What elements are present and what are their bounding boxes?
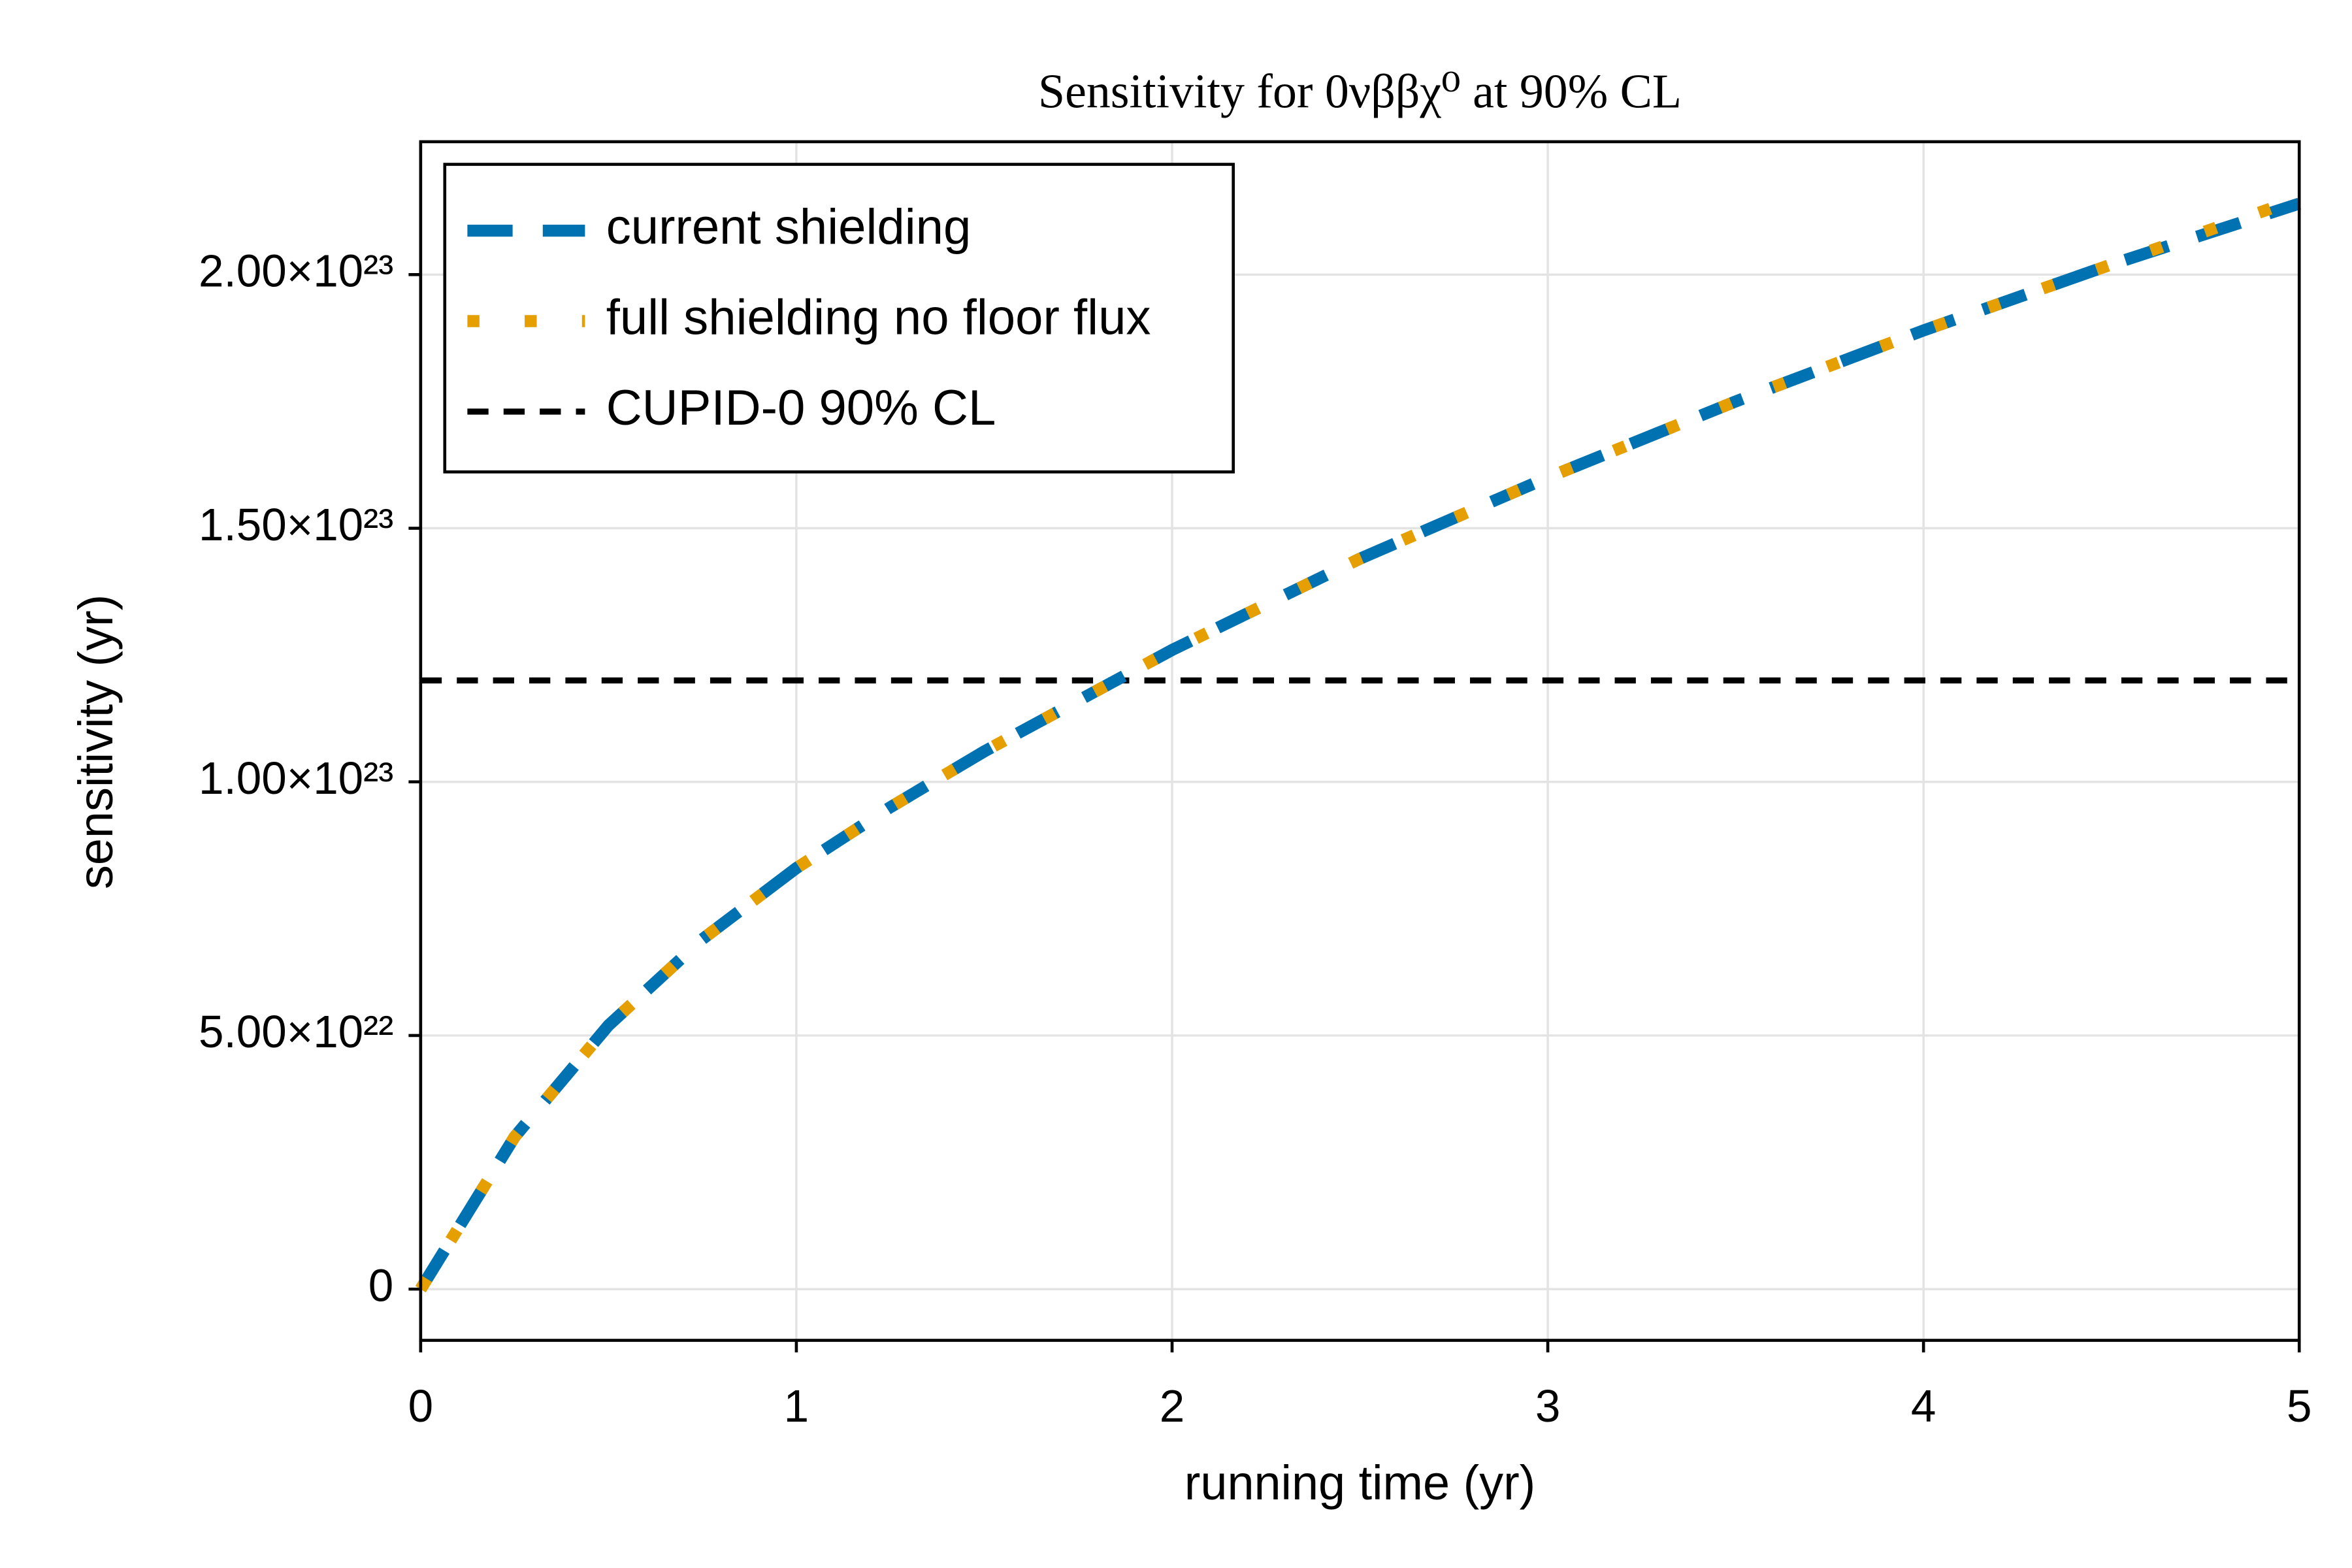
legend-box	[443, 163, 1235, 474]
x-tick-label: 4	[1911, 1380, 1936, 1431]
y-tick-label: 2.00×10²³	[199, 246, 393, 297]
y-axis-label: sensitivity (yr)	[69, 595, 123, 889]
x-axis-label: running time (yr)	[1184, 1456, 1535, 1510]
legend-label: full shielding no floor flux	[606, 290, 1151, 346]
y-tick-label: 5.00×10²²	[199, 1006, 393, 1057]
x-tick-label: 1	[784, 1380, 809, 1431]
x-tick-label: 5	[2287, 1380, 2312, 1431]
plot-frame	[419, 140, 2301, 1342]
x-tick-label: 2	[1160, 1380, 1185, 1431]
x-tick-label: 0	[408, 1380, 434, 1431]
y-tick-label: 0	[368, 1260, 394, 1311]
series-line	[415, 197, 2302, 1292]
y-tick-label: 1.00×10²³	[199, 753, 393, 804]
x-tick-label: 3	[1535, 1380, 1561, 1431]
legend-label: CUPID-0 90% CL	[606, 380, 996, 436]
legend-label: current shielding	[606, 199, 972, 255]
y-tick-label: 1.50×10²³	[199, 499, 393, 550]
chart-title: Sensitivity for 0νββχ⁰ at 90% CL	[1038, 65, 1682, 118]
